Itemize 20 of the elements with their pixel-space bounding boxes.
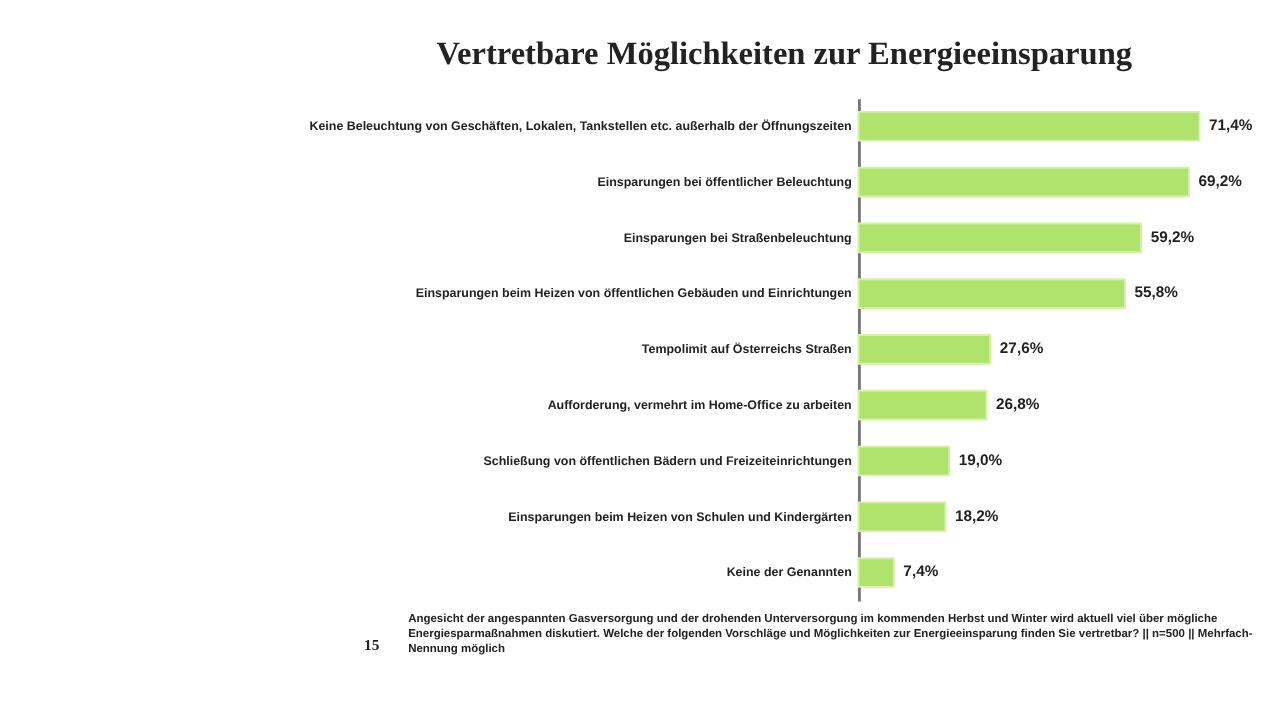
data-label: 69,2% — [1198, 171, 1243, 190]
text: 15 — [364, 636, 380, 655]
data-label: 19,0% — [958, 450, 1003, 469]
bar — [857, 222, 1143, 254]
chart-title: Vertretbare Möglichkeiten zur Energieeinsparung — [436, 33, 1132, 72]
bar — [857, 501, 947, 533]
data-label: 55,8% — [1134, 283, 1179, 302]
data-label: 27,6% — [999, 339, 1044, 358]
data-label: 26,8% — [996, 395, 1040, 414]
bar — [857, 389, 988, 421]
data-label: 71,4% — [1209, 116, 1253, 135]
bar — [857, 166, 1190, 198]
bar — [857, 278, 1126, 309]
data-label: 59,2% — [1150, 227, 1195, 246]
bar — [857, 110, 1201, 142]
data-label: 7,4% — [903, 562, 939, 581]
bar — [857, 557, 895, 588]
data-label: 18,2% — [954, 506, 999, 525]
bar — [857, 445, 951, 477]
bar — [857, 334, 992, 365]
